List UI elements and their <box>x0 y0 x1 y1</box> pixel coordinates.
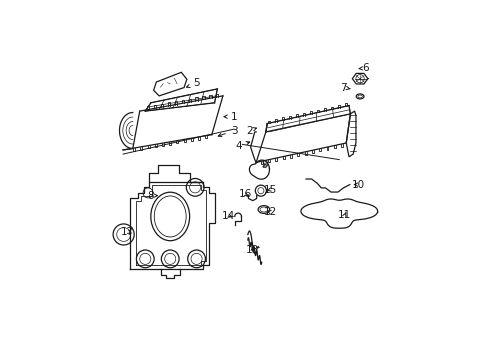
Text: 4: 4 <box>235 141 249 151</box>
Text: 7: 7 <box>340 82 349 93</box>
Text: 8: 8 <box>147 191 157 201</box>
Text: 15: 15 <box>264 185 277 194</box>
Text: 16: 16 <box>238 189 251 199</box>
Text: 12: 12 <box>264 207 277 217</box>
Text: 13: 13 <box>245 245 259 255</box>
Text: 9: 9 <box>261 160 268 170</box>
Text: 3: 3 <box>218 126 237 136</box>
Text: 17: 17 <box>121 227 134 237</box>
Text: 1: 1 <box>224 112 237 122</box>
Text: 10: 10 <box>351 180 365 190</box>
Text: 5: 5 <box>186 78 200 89</box>
Text: 11: 11 <box>338 210 351 220</box>
Text: 2: 2 <box>245 126 256 135</box>
Text: 14: 14 <box>222 211 235 221</box>
Text: 6: 6 <box>358 63 368 73</box>
